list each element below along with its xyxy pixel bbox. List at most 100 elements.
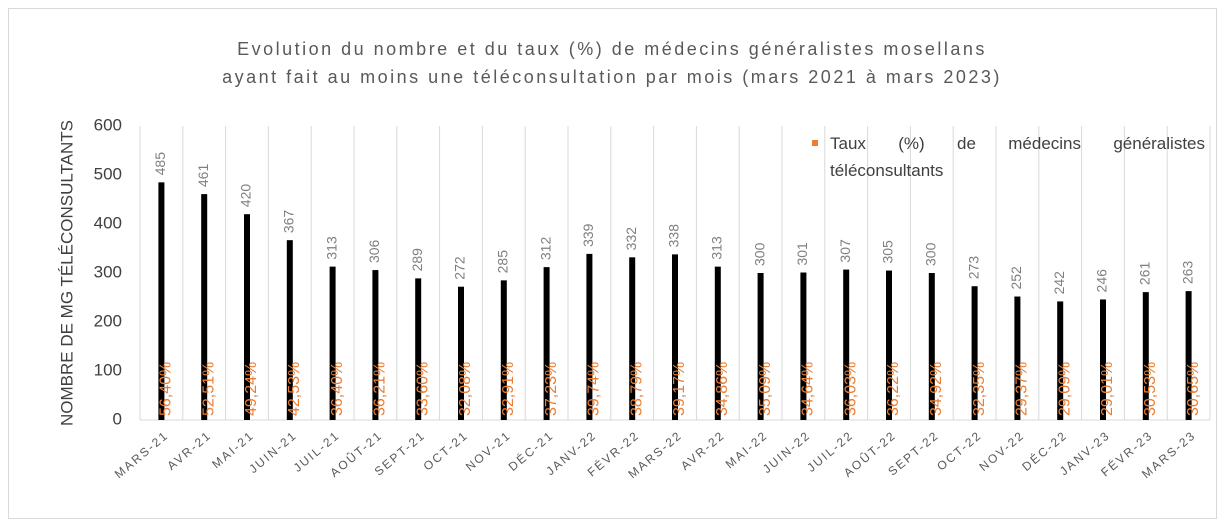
rate-label: 32,35% <box>971 362 988 416</box>
bar <box>458 286 464 420</box>
rate-label: 34,86% <box>714 362 731 416</box>
rate-label: 29,01% <box>1099 362 1116 416</box>
rate-label: 39,74% <box>586 362 603 416</box>
y-tick-label: 0 <box>113 409 122 428</box>
bar <box>1014 296 1021 420</box>
rate-label: 29,37% <box>1014 362 1031 416</box>
value-label: 261 <box>1137 262 1153 286</box>
bar <box>928 273 935 420</box>
x-tick-label: JUIN-21 <box>246 428 299 476</box>
bar <box>672 254 678 420</box>
bar <box>1100 299 1106 420</box>
rate-label: 36,21% <box>372 362 389 416</box>
x-tick-label: NOV-21 <box>463 428 514 474</box>
bar <box>629 257 636 420</box>
bar <box>1185 291 1192 420</box>
bar <box>415 278 422 420</box>
rate-label: 30,53% <box>1142 362 1159 416</box>
bar <box>886 270 892 420</box>
bar <box>586 253 593 420</box>
rate-label: 37,23% <box>543 362 560 416</box>
bar <box>244 214 250 420</box>
chart-title: ayant fait au moins une téléconsultation… <box>222 67 1002 87</box>
rate-label: 52,51% <box>200 362 217 416</box>
x-tick-label: NOV-22 <box>976 428 1027 474</box>
bar <box>1142 292 1149 420</box>
x-tick-label: OCT-21 <box>421 428 471 473</box>
rate-label: 34,92% <box>928 362 945 416</box>
bar <box>158 182 165 420</box>
value-label: 246 <box>1094 269 1110 293</box>
x-tick-label: OCT-22 <box>934 428 984 473</box>
rate-label: 32,08% <box>457 362 474 416</box>
value-label: 305 <box>880 240 896 264</box>
value-label: 273 <box>965 256 981 280</box>
rate-label: 32,91% <box>500 362 517 416</box>
y-tick-label: 100 <box>94 360 122 379</box>
value-label: 367 <box>281 210 297 234</box>
rate-label: 36,22% <box>885 362 902 416</box>
bar <box>329 266 336 420</box>
rate-label: 33,60% <box>414 362 431 416</box>
rate-label: 42,53% <box>286 362 303 416</box>
chart-border <box>8 8 1217 519</box>
value-label: 285 <box>495 250 511 274</box>
y-tick-label: 300 <box>94 262 122 281</box>
rate-label: 36,03% <box>842 362 859 416</box>
value-label: 272 <box>452 256 468 280</box>
rate-label: 29,09% <box>1056 362 1073 416</box>
value-label: 461 <box>195 164 211 188</box>
value-label: 339 <box>580 223 596 247</box>
value-label: 313 <box>709 236 725 260</box>
value-label: 300 <box>751 242 767 266</box>
x-tick-label: AVR-22 <box>678 428 728 473</box>
value-label: 420 <box>238 184 254 208</box>
x-tick-label: AVR-21 <box>164 428 214 473</box>
rate-label: 56,40% <box>158 362 175 416</box>
bar <box>372 270 379 420</box>
value-label: 242 <box>1051 271 1067 295</box>
legend-label: Taux (%) de médecins généralistes téléco… <box>830 134 1205 180</box>
bar <box>500 280 507 420</box>
value-label: 338 <box>666 224 682 248</box>
x-tick-label: MARS-21 <box>112 428 172 481</box>
bar <box>201 194 208 420</box>
bar <box>1057 301 1064 420</box>
y-tick-label: 600 <box>94 115 122 134</box>
value-label: 313 <box>323 236 339 260</box>
rate-label: 36,40% <box>329 362 346 416</box>
x-tick-label: JUIN-22 <box>760 428 813 476</box>
value-label: 252 <box>1008 266 1024 290</box>
bar <box>286 240 293 420</box>
y-tick-label: 400 <box>94 213 122 232</box>
bar <box>800 272 807 420</box>
bar <box>757 273 764 420</box>
bar <box>543 267 550 420</box>
value-label: 485 <box>152 152 168 176</box>
value-label: 301 <box>794 242 810 266</box>
value-label: 263 <box>1179 261 1195 285</box>
value-label: 312 <box>537 237 553 261</box>
y-tick-label: 500 <box>94 164 122 183</box>
chart-title: Evolution du nombre et du taux (%) de mé… <box>237 39 987 59</box>
bar <box>843 269 850 420</box>
bar <box>714 266 721 420</box>
rate-label: 49,24% <box>243 362 260 416</box>
value-label: 307 <box>837 239 853 263</box>
rate-label: 38,79% <box>628 362 645 416</box>
value-label: 300 <box>923 242 939 266</box>
legend-key <box>812 140 818 146</box>
y-axis-title: NOMBRE DE MG TÉLÉCONSULTANTS <box>57 120 76 426</box>
rate-label: 34,64% <box>800 362 817 416</box>
value-label: 289 <box>409 248 425 272</box>
y-tick-label: 200 <box>94 311 122 330</box>
rate-label: 39,17% <box>671 362 688 416</box>
bar <box>971 286 978 420</box>
rate-label: 35,09% <box>757 362 774 416</box>
value-label: 306 <box>366 239 382 263</box>
legend: Taux (%) de médecins généralistes téléco… <box>800 130 1205 184</box>
value-label: 332 <box>623 227 639 251</box>
rate-label: 30,65% <box>1185 362 1202 416</box>
